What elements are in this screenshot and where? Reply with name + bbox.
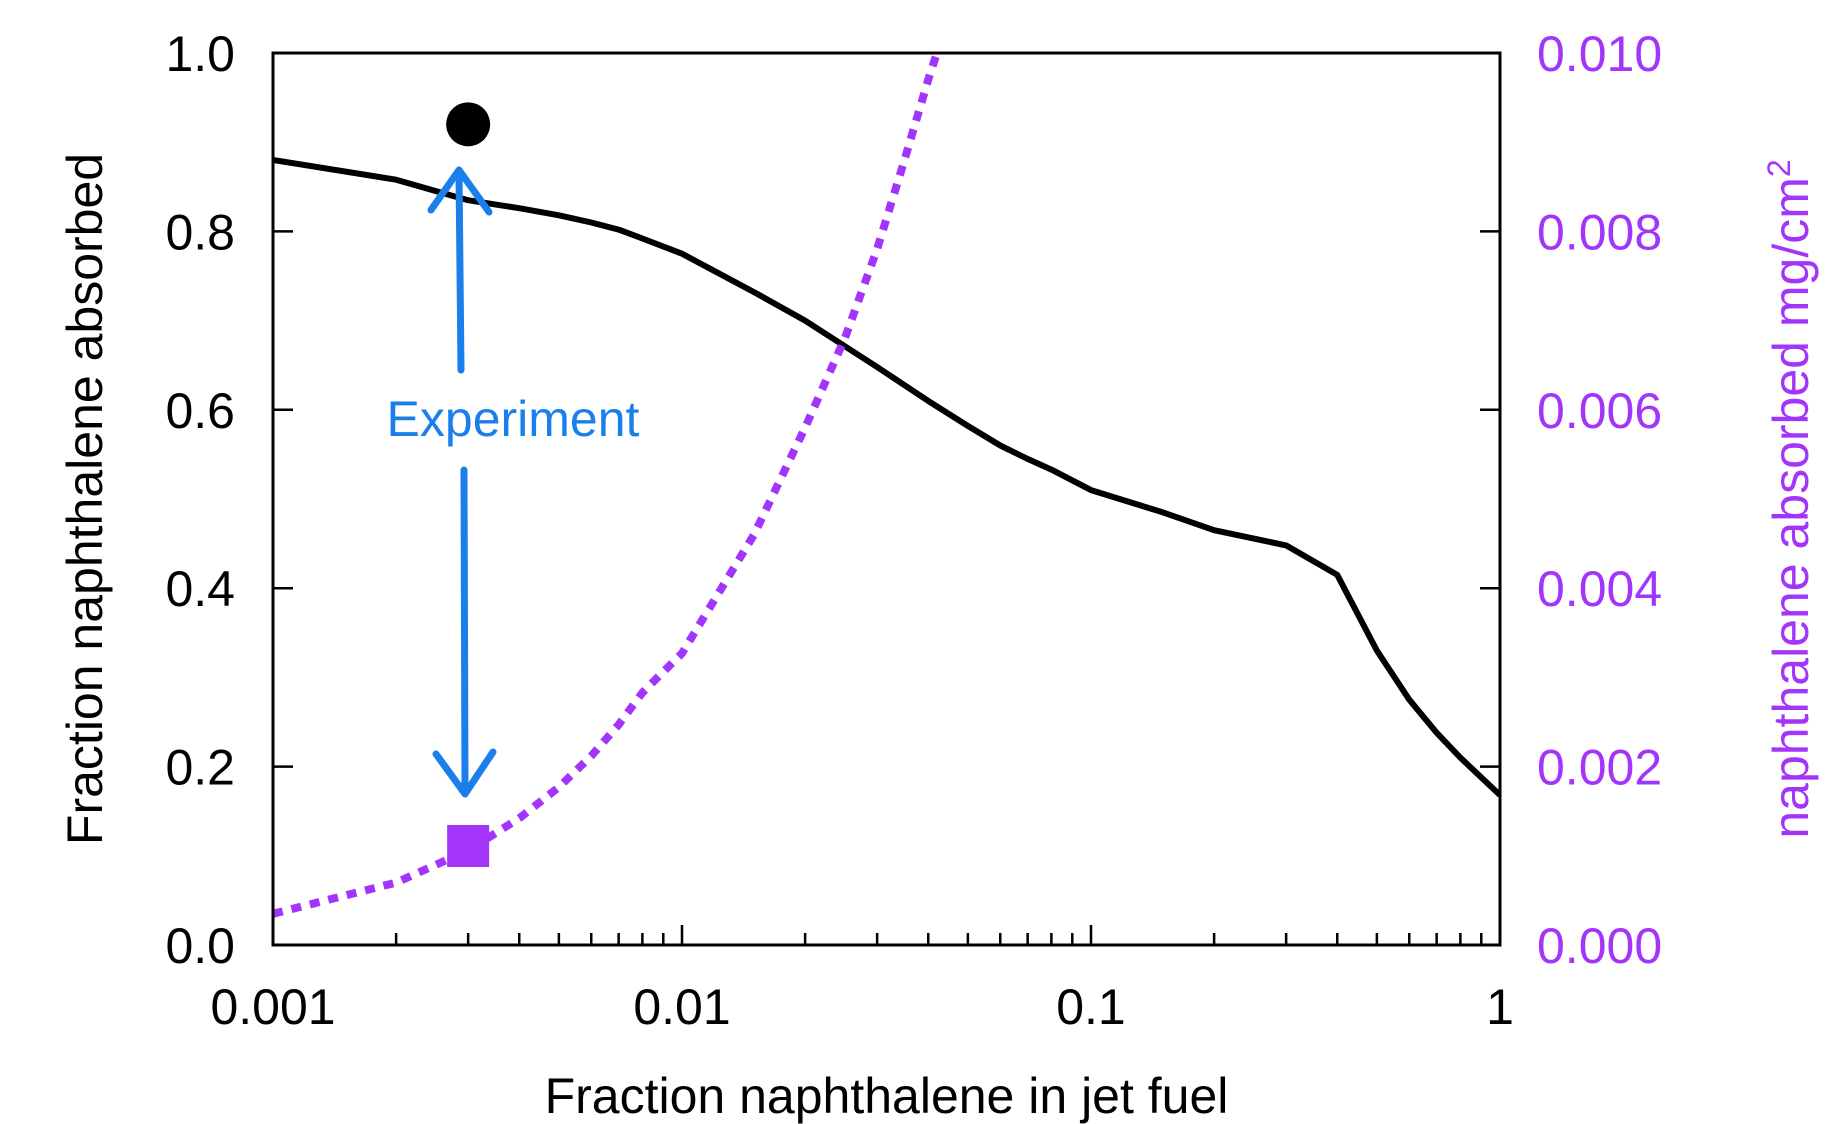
y-right-tick-label: 0.010: [1537, 26, 1662, 82]
y-left-tick-label: 0.8: [165, 204, 235, 260]
y-axis-right-title-superscript: 2: [1761, 159, 1797, 177]
y-left-tick-label: 1.0: [165, 26, 235, 82]
x-tick-label: 0.01: [633, 979, 730, 1035]
y-left-tick-label: 0.0: [165, 918, 235, 974]
series-line-mass-absorbed: [273, 53, 941, 918]
x-tick-label: 1: [1486, 979, 1514, 1035]
y-right-tick-label: 0.002: [1537, 740, 1662, 796]
y-right-tick-label: 0.000: [1537, 918, 1662, 974]
y-left-tick-label: 0.6: [165, 383, 235, 439]
experiment-arrows: [427, 166, 497, 798]
arrow-up-shaft: [455, 168, 465, 374]
series-line-fraction-absorbed: [273, 157, 1500, 798]
axis-ticks: [271, 51, 1502, 947]
experiment-annotation: Experiment: [387, 391, 640, 447]
x-tick-label: 0.1: [1056, 979, 1126, 1035]
y-right-tick-label: 0.006: [1537, 383, 1662, 439]
experiment-point-mass: [447, 824, 490, 867]
y-right-tick-label: 0.004: [1537, 561, 1662, 617]
x-tick-label: 0.001: [210, 979, 335, 1035]
experiment-point-fraction: [446, 102, 491, 147]
plot-frame: [271, 51, 1502, 947]
arrow-up-head: [427, 166, 493, 216]
y-axis-right-title: naphthalene absorbed mg/cm2: [1761, 159, 1819, 838]
arrow-down-shaft: [460, 466, 469, 796]
y-left-tick-label: 0.4: [165, 561, 235, 617]
y-axis-right-title-main: naphthalene absorbed mg/cm: [1763, 177, 1819, 839]
y-axis-left-title: Fraction naphthalene absorbed: [57, 153, 113, 845]
y-left-tick-label: 0.2: [165, 740, 235, 796]
arrow-down-head: [432, 748, 497, 798]
x-axis-title: Fraction naphthalene in jet fuel: [545, 1068, 1229, 1124]
y-right-tick-label: 0.008: [1537, 204, 1662, 260]
